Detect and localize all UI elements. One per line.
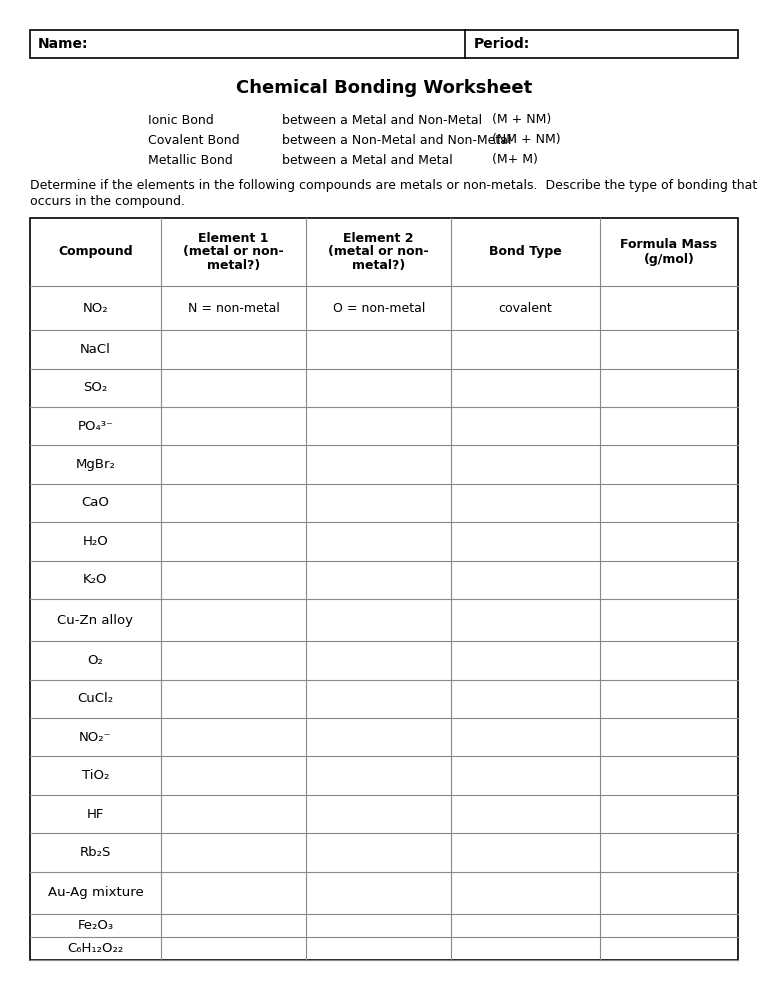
Text: MgBr₂: MgBr₂ [75, 458, 115, 471]
Text: O = non-metal: O = non-metal [333, 301, 425, 314]
Text: between a Metal and Metal: between a Metal and Metal [282, 153, 453, 167]
Text: Au-Ag mixture: Au-Ag mixture [48, 887, 144, 900]
Text: O₂: O₂ [88, 654, 104, 667]
Text: PO₄³⁻: PO₄³⁻ [78, 419, 114, 432]
Text: Determine if the elements in the following compounds are metals or non-metals.  : Determine if the elements in the followi… [30, 180, 757, 193]
Text: Compound: Compound [58, 246, 133, 258]
Text: Rb₂S: Rb₂S [80, 846, 111, 859]
Text: occurs in the compound.: occurs in the compound. [30, 196, 185, 209]
Text: NaCl: NaCl [80, 343, 111, 356]
Text: (g/mol): (g/mol) [644, 252, 694, 265]
Text: Period:: Period: [473, 37, 530, 51]
Text: covalent: covalent [498, 301, 552, 314]
Text: (M+ M): (M+ M) [492, 153, 538, 167]
Text: C₆H₁₂O₂₂: C₆H₁₂O₂₂ [68, 942, 124, 955]
Text: metal?): metal?) [207, 259, 260, 272]
Text: between a Metal and Non-Metal: between a Metal and Non-Metal [282, 113, 482, 126]
Text: CaO: CaO [81, 496, 109, 510]
Text: TiO₂: TiO₂ [82, 769, 109, 782]
Text: (metal or non-: (metal or non- [184, 246, 284, 258]
Text: (M + NM): (M + NM) [492, 113, 551, 126]
Text: Formula Mass: Formula Mass [621, 239, 717, 251]
Text: Ionic Bond: Ionic Bond [148, 113, 214, 126]
Text: NO₂: NO₂ [83, 301, 108, 314]
Text: Element 2: Element 2 [343, 232, 414, 245]
Text: CuCl₂: CuCl₂ [78, 693, 114, 706]
Text: NO₂⁻: NO₂⁻ [79, 731, 112, 744]
Text: Element 1: Element 1 [198, 232, 269, 245]
Text: (metal or non-: (metal or non- [329, 246, 429, 258]
Text: SO₂: SO₂ [84, 382, 108, 395]
Text: HF: HF [87, 807, 104, 821]
Text: Name:: Name: [38, 37, 88, 51]
Text: H₂O: H₂O [83, 535, 108, 548]
Text: Bond Type: Bond Type [489, 246, 562, 258]
Text: K₂O: K₂O [83, 574, 108, 586]
Bar [30, 218, 738, 960]
Text: Cu-Zn alloy: Cu-Zn alloy [58, 613, 134, 626]
Text: metal?): metal?) [352, 259, 406, 272]
Text: (NM + NM): (NM + NM) [492, 133, 561, 146]
Text: N = non-metal: N = non-metal [187, 301, 280, 314]
Text: Chemical Bonding Worksheet: Chemical Bonding Worksheet [236, 79, 532, 97]
Text: between a Non-Metal and Non-Metal: between a Non-Metal and Non-Metal [282, 133, 511, 146]
Text: Covalent Bond: Covalent Bond [148, 133, 240, 146]
Text: Metallic Bond: Metallic Bond [148, 153, 233, 167]
Bar [30, 30, 738, 58]
Text: Fe₂O₃: Fe₂O₃ [78, 918, 114, 932]
